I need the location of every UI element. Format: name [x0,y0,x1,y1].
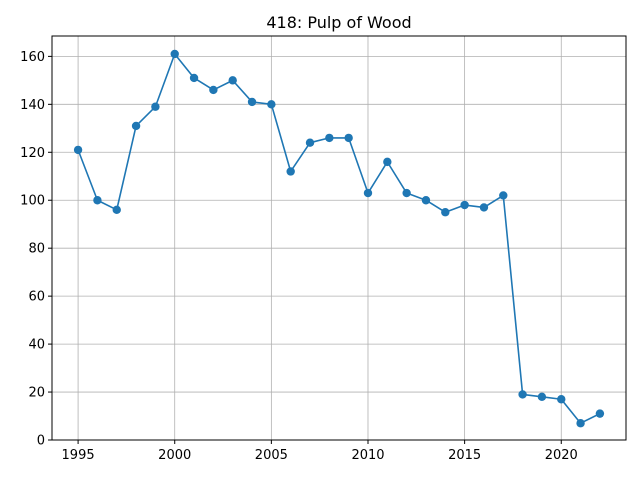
y-tick-label: 100 [20,194,45,209]
data-point [151,102,160,111]
data-point [112,205,121,215]
data-point [576,419,585,428]
data-point [595,409,605,418]
y-tick-label: 20 [28,386,45,401]
data-point [209,85,218,95]
plot-area-frame [51,35,627,441]
x-tick-label: 2000 [158,448,191,463]
data-point [518,390,527,399]
y-tick-label: 60 [28,290,45,305]
data-point [479,203,489,212]
x-tick-label: 2005 [255,448,288,463]
data-point [499,191,508,200]
data-point [460,200,469,210]
y-tick-label: 0 [37,434,45,449]
data-point [363,188,373,198]
grid [52,36,626,441]
x-tick-label: 2020 [545,448,578,463]
data-point [441,208,450,217]
axis-ticks: 1995 2000 2005 2010 2015 2020 0 20 40 60 80 100 120 1… [20,50,578,463]
data-point [267,100,276,109]
data-point [228,76,237,85]
data-point [402,188,411,198]
y-tick-label: 80 [28,242,45,257]
x-tick-label: 2010 [351,448,384,463]
y-tick-label: 160 [20,50,45,65]
y-tick-label: 40 [28,338,45,353]
data-point [383,157,392,167]
data-point [305,138,315,147]
data-point [73,145,83,155]
y-tick-label: 140 [20,98,45,113]
data-point [247,97,257,107]
data-point [170,49,179,59]
data-point [421,196,431,205]
chart-title: 418: Pulp of Wood [266,13,411,32]
data-point [93,196,102,205]
data-point [557,395,566,404]
series-layer [73,49,605,428]
x-tick-label: 2015 [448,448,481,463]
data-point [189,73,199,83]
y-tick-label: 120 [20,146,45,161]
series-line [77,53,601,425]
data-point [286,167,295,176]
data-point [344,133,353,143]
x-tick-label: 1995 [62,448,95,463]
data-point [537,392,547,402]
data-point [325,133,334,143]
data-point [131,121,141,131]
